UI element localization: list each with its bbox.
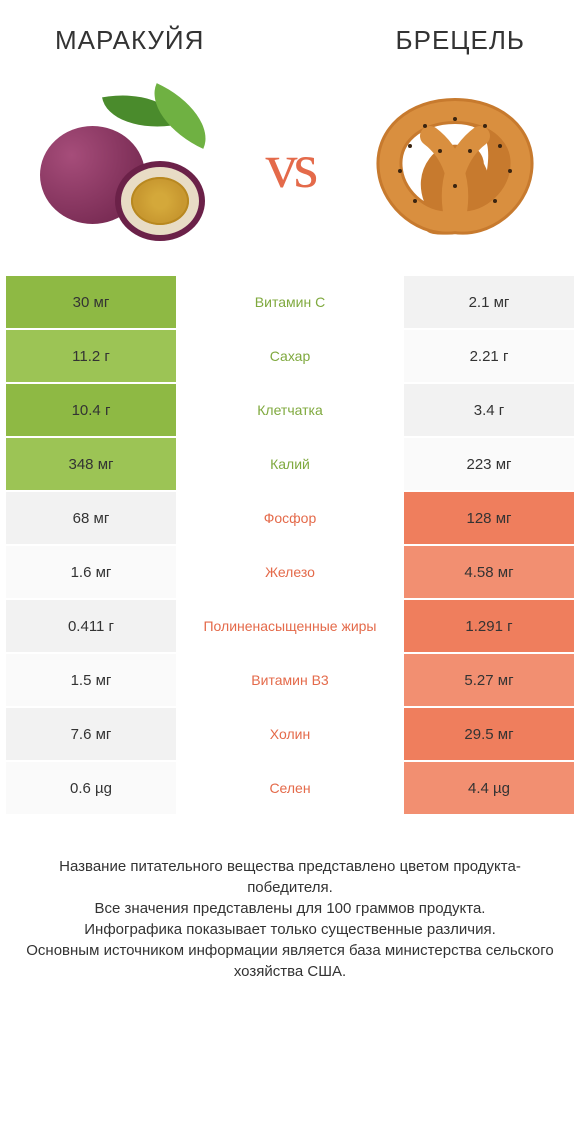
table-row: 11.2 гСахар2.21 г — [6, 330, 574, 382]
right-value: 128 мг — [404, 492, 574, 544]
left-value: 11.2 г — [6, 330, 176, 382]
right-product-image — [360, 81, 550, 251]
right-product-title: БРЕЦЕЛЬ — [396, 25, 525, 56]
nutrient-label: Фосфор — [176, 492, 404, 544]
table-row: 0.6 µgСелен4.4 µg — [6, 762, 574, 814]
left-value: 30 мг — [6, 276, 176, 328]
right-value: 29.5 мг — [404, 708, 574, 760]
nutrient-label: Сахар — [176, 330, 404, 382]
left-value: 1.5 мг — [6, 654, 176, 706]
table-row: 10.4 гКлетчатка3.4 г — [6, 384, 574, 436]
left-product-image — [30, 81, 220, 251]
vs-label: vs — [266, 129, 315, 203]
footer-line: Основным источником информации является … — [25, 940, 555, 982]
left-value: 10.4 г — [6, 384, 176, 436]
right-value: 4.58 мг — [404, 546, 574, 598]
table-row: 0.411 гПолиненасыщенные жиры1.291 г — [6, 600, 574, 652]
table-row: 1.6 мгЖелезо4.58 мг — [6, 546, 574, 598]
footer-line: Инфографика показывает только существенн… — [25, 919, 555, 940]
table-row: 7.6 мгХолин29.5 мг — [6, 708, 574, 760]
right-value: 223 мг — [404, 438, 574, 490]
table-row: 30 мгВитамин C2.1 мг — [6, 276, 574, 328]
pretzel-icon — [370, 91, 540, 241]
right-value: 1.291 г — [404, 600, 574, 652]
left-value: 1.6 мг — [6, 546, 176, 598]
right-value: 3.4 г — [404, 384, 574, 436]
right-value: 4.4 µg — [404, 762, 574, 814]
table-row: 1.5 мгВитамин B35.27 мг — [6, 654, 574, 706]
table-row: 68 мгФосфор128 мг — [6, 492, 574, 544]
nutrient-label: Витамин C — [176, 276, 404, 328]
left-value: 0.6 µg — [6, 762, 176, 814]
footer-line: Название питательного вещества представл… — [25, 856, 555, 898]
nutrient-label: Клетчатка — [176, 384, 404, 436]
left-product-title: MАРАКУЙЯ — [55, 25, 204, 56]
nutrient-label: Холин — [176, 708, 404, 760]
footer-line: Все значения представлены для 100 граммо… — [25, 898, 555, 919]
nutrient-label: Железо — [176, 546, 404, 598]
passionfruit-icon — [40, 91, 210, 241]
left-value: 68 мг — [6, 492, 176, 544]
right-value: 2.1 мг — [404, 276, 574, 328]
left-value: 0.411 г — [6, 600, 176, 652]
hero-row: vs — [0, 66, 580, 276]
nutrient-table: 30 мгВитамин C2.1 мг11.2 гСахар2.21 г10.… — [0, 276, 580, 814]
nutrient-label: Калий — [176, 438, 404, 490]
left-value: 7.6 мг — [6, 708, 176, 760]
footer-notes: Название питательного вещества представл… — [0, 816, 580, 1002]
nutrient-label: Селен — [176, 762, 404, 814]
right-value: 2.21 г — [404, 330, 574, 382]
nutrient-label: Витамин B3 — [176, 654, 404, 706]
right-value: 5.27 мг — [404, 654, 574, 706]
left-value: 348 мг — [6, 438, 176, 490]
header: MАРАКУЙЯ БРЕЦЕЛЬ — [0, 0, 580, 66]
table-row: 348 мгКалий223 мг — [6, 438, 574, 490]
nutrient-label: Полиненасыщенные жиры — [176, 600, 404, 652]
